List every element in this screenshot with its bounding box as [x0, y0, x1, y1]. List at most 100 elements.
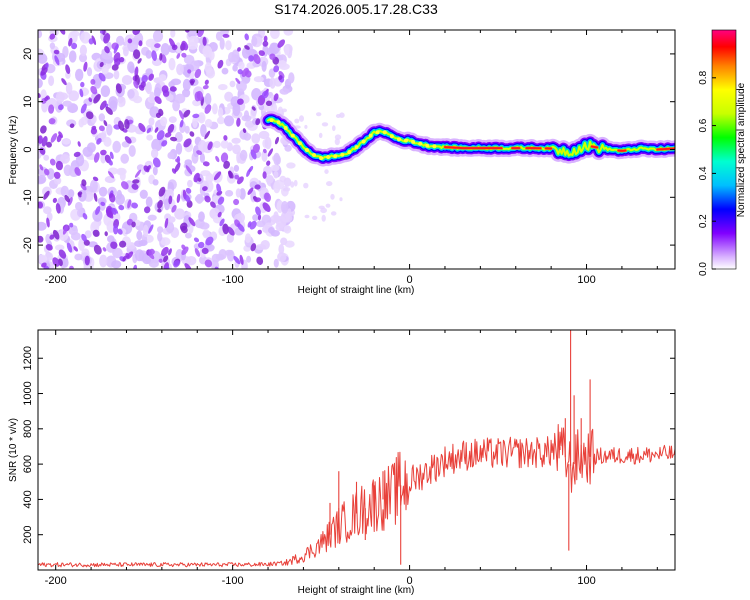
noise-blob [163, 255, 169, 263]
y-tick-label: -10 [22, 189, 34, 205]
noise-blob [118, 204, 125, 211]
noise-blob [278, 75, 283, 81]
signal-ridge-dot [347, 150, 352, 155]
signal-ridge-dot [361, 139, 366, 144]
noise-blob [53, 171, 61, 179]
noise-blob [332, 125, 336, 132]
noise-blob [339, 197, 343, 202]
noise-blob [38, 175, 47, 184]
noise-blob [120, 181, 129, 190]
noise-blob [116, 35, 125, 46]
noise-blob [161, 140, 168, 147]
noise-blob [288, 72, 295, 84]
noise-blob [334, 134, 342, 140]
noise-blob [52, 229, 60, 240]
noise-blob [49, 42, 56, 50]
noise-blob [133, 80, 139, 89]
noise-blob [185, 187, 192, 194]
noise-blob [38, 78, 43, 89]
noise-blob [38, 135, 43, 144]
noise-blob [181, 52, 187, 58]
noise-blob [227, 170, 234, 179]
noise-blob [202, 186, 208, 192]
noise-blob [273, 65, 280, 73]
x-tick-label: 100 [577, 274, 595, 286]
colorbar-gradient [712, 30, 736, 269]
noise-blob [244, 45, 250, 50]
y-tick-label: 400 [22, 490, 34, 508]
signal-ridge-dot [319, 156, 324, 161]
noise-blob [40, 67, 48, 76]
noise-blob [92, 176, 99, 182]
noise-blob [215, 31, 223, 41]
noise-blob [92, 229, 100, 237]
noise-blob [46, 217, 50, 228]
noise-blob [181, 246, 189, 256]
noise-blob [281, 108, 287, 113]
noise-blob [197, 241, 205, 249]
noise-blob [160, 43, 170, 56]
signal-ridge-dot [368, 133, 373, 138]
noise-blob [103, 136, 112, 147]
noise-blob [45, 233, 51, 244]
noise-blob [43, 190, 50, 200]
noise-blob [152, 179, 159, 186]
noise-blob [253, 76, 264, 83]
noise-blob [52, 257, 60, 267]
noise-blob [40, 125, 47, 134]
noise-blob [304, 214, 310, 219]
noise-blob [120, 153, 129, 164]
noise-blob [114, 58, 121, 66]
noise-blob [58, 104, 64, 111]
noise-blob [117, 96, 124, 104]
noise-blob [93, 94, 101, 104]
noise-blob [210, 201, 216, 208]
noise-blob [218, 84, 228, 91]
noise-blob [228, 52, 236, 63]
noise-blob [182, 88, 191, 98]
noise-blob [118, 120, 125, 131]
noise-blob [154, 96, 162, 104]
noise-blob [55, 202, 61, 214]
noise-blob [178, 110, 184, 120]
signal-ridge-dot [276, 120, 281, 125]
noise-blob [255, 118, 261, 126]
noise-blob [175, 42, 182, 53]
noise-blob [158, 74, 167, 82]
noise-blob [164, 132, 172, 138]
noise-blob [126, 218, 133, 226]
noise-blob [258, 130, 270, 140]
noise-blob [94, 78, 102, 89]
noise-blob [299, 115, 304, 122]
noise-blob [303, 182, 309, 189]
noise-blob [236, 117, 241, 127]
noise-blob [93, 192, 98, 202]
noise-blob [316, 112, 322, 117]
noise-blob [104, 231, 108, 237]
noise-blob [326, 181, 333, 187]
noise-blob [148, 73, 155, 81]
noise-blob [113, 224, 119, 235]
noise-blob [161, 246, 169, 257]
noise-blob [168, 116, 177, 123]
noise-blob [251, 133, 261, 144]
noise-blob [267, 148, 274, 157]
noise-blob [273, 93, 279, 102]
noise-blob [98, 72, 106, 82]
noise-blob [144, 83, 151, 93]
noise-blob [257, 229, 262, 235]
noise-blob [138, 40, 143, 47]
noise-blob [145, 50, 153, 59]
noise-blob [181, 40, 189, 51]
noise-blob [79, 44, 87, 57]
noise-blob [227, 226, 235, 236]
noise-blob [249, 220, 257, 230]
noise-blob [167, 216, 176, 223]
noise-blob [103, 33, 111, 44]
noise-blob [80, 31, 91, 44]
noise-blob [109, 151, 114, 160]
noise-blob [193, 172, 200, 183]
noise-blob [205, 236, 214, 246]
noise-blob [183, 138, 192, 148]
